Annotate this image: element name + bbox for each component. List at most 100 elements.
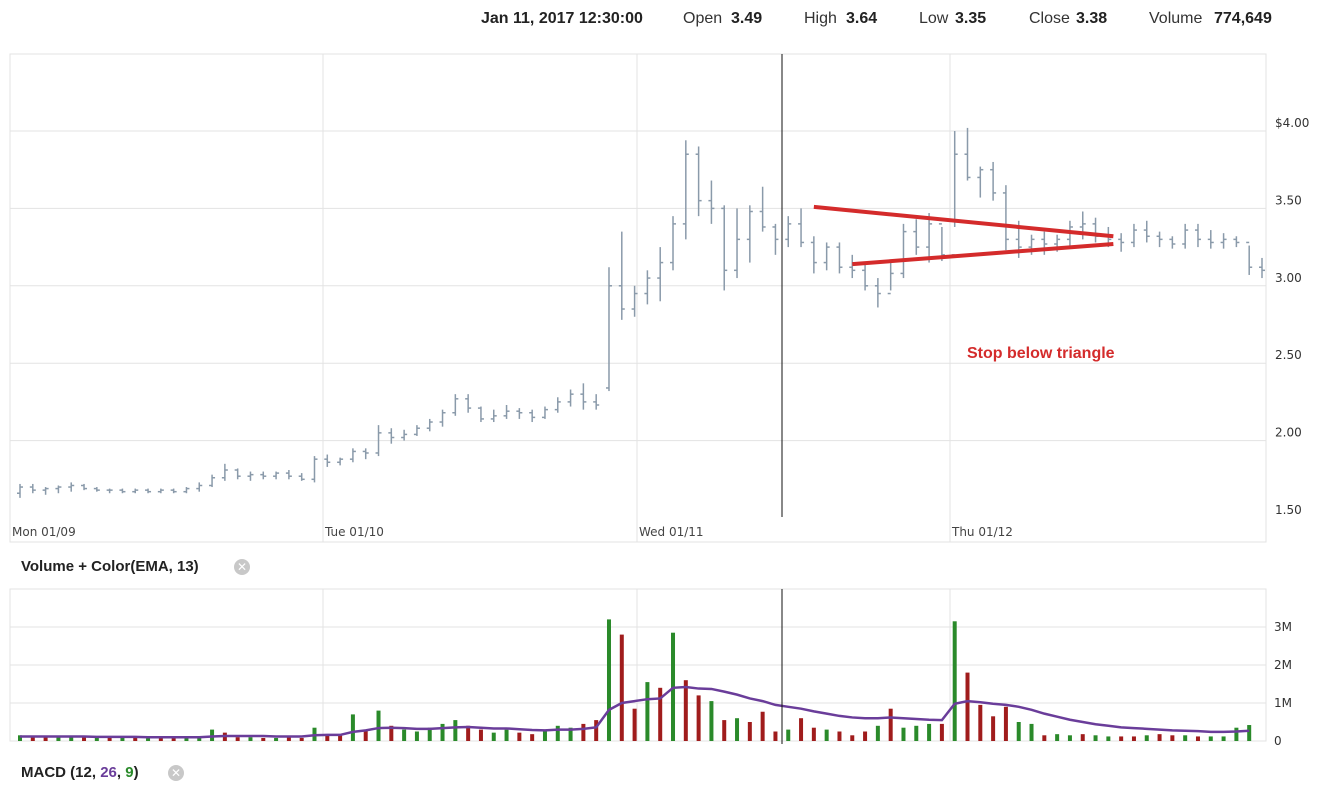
volume-bar	[261, 737, 266, 741]
ohlc-bar	[900, 223, 907, 279]
ohlc-bar	[285, 470, 292, 480]
volume-bar	[1247, 725, 1252, 741]
volume-bar	[914, 725, 919, 741]
ohlc-bar	[670, 216, 677, 271]
ohlc-bar	[17, 483, 23, 498]
volume-bar	[799, 718, 804, 741]
price-tick-label: 2.50	[1275, 348, 1302, 362]
volume-bar	[991, 716, 996, 741]
ohlc-bar	[93, 487, 100, 492]
ohlc-bar	[516, 408, 523, 419]
ohlc-bar	[1220, 233, 1227, 249]
volume-bar	[440, 723, 445, 741]
volume-bar	[760, 711, 765, 741]
volume-bar	[350, 714, 355, 741]
volume-bar	[517, 732, 522, 741]
ohlc-bar	[81, 483, 88, 491]
ohlc-bar	[375, 425, 382, 457]
ohlc-bar	[580, 383, 587, 410]
volume-bar	[1080, 734, 1085, 741]
open-label: Open	[683, 10, 723, 27]
close-volume-panel-icon[interactable]: ✕	[234, 559, 250, 575]
time-tick-label: Tue 01/10	[324, 525, 384, 539]
ohlc-bar	[1169, 236, 1176, 249]
volume-bar	[863, 731, 868, 741]
ohlc-bar	[823, 242, 830, 271]
volume-bar	[645, 682, 650, 741]
price-tick-label: 1.50	[1275, 503, 1302, 517]
triangle-lower-trendline	[852, 242, 1114, 267]
volume-bar	[286, 737, 291, 741]
ohlc-bar	[913, 219, 920, 255]
volume-bar	[939, 723, 944, 741]
volume-bar	[43, 737, 48, 741]
ohlc-bar	[746, 205, 753, 263]
volume-bar	[735, 718, 740, 741]
macd-panel-title: MACD (12, 26, 9)	[21, 764, 139, 781]
volume-bar	[18, 735, 22, 741]
open-value: 3.49	[731, 10, 763, 27]
macd-param-signal: 9	[125, 764, 134, 781]
volume-bar	[901, 727, 906, 741]
ohlc-bars	[17, 127, 1265, 498]
ohlc-bar	[810, 236, 817, 274]
volume-bar	[94, 737, 99, 741]
ohlc-bar	[951, 131, 958, 256]
ohlc-bar	[593, 394, 600, 410]
volume-bar	[965, 672, 970, 741]
ohlc-bar	[990, 161, 997, 201]
ohlc-bar	[644, 270, 651, 305]
high-value: 3.64	[846, 10, 878, 27]
ohlc-bar	[1118, 233, 1125, 252]
volume-bar	[696, 695, 701, 741]
ohlc-bar	[926, 213, 933, 263]
volume-bar	[594, 720, 599, 741]
volume-bar	[69, 735, 74, 741]
volume-bar	[389, 725, 394, 741]
ohlc-bar	[1233, 236, 1240, 248]
price-tick-label: 3.00	[1275, 271, 1302, 285]
ohlc-bar	[798, 208, 805, 248]
ohlc-bar	[132, 488, 139, 494]
volume-bar	[786, 729, 791, 741]
volume-bar	[1055, 734, 1060, 741]
volume-bar	[197, 737, 202, 741]
ohlc-bar	[247, 471, 254, 481]
volume-bar	[427, 727, 432, 741]
ohlc-bar	[298, 473, 305, 481]
ohlc-bar	[503, 404, 510, 419]
ohlc-bar	[1194, 223, 1201, 248]
volume-bars	[18, 619, 1252, 741]
volume-bar	[1029, 723, 1034, 741]
ohlc-bar	[605, 267, 612, 392]
volume-bar	[542, 731, 547, 741]
time-tick-label: Wed 01/11	[639, 525, 704, 539]
macd-separator: ,	[116, 764, 126, 781]
ohlc-bar	[273, 471, 280, 480]
volume-bar	[1016, 722, 1021, 741]
volume-bar	[952, 621, 957, 741]
macd-param-fast: 12	[75, 764, 92, 781]
macd-suffix: )	[133, 764, 139, 781]
ohlc-bar	[1130, 223, 1137, 248]
ohlc-bar	[311, 456, 318, 483]
volume-bar	[837, 731, 842, 741]
ohlc-readout: Jan 11, 2017 12:30:00 Open 3.49 High 3.6…	[0, 10, 1323, 34]
ohlc-bar	[1143, 220, 1150, 243]
close-macd-panel-icon[interactable]: ✕	[168, 765, 184, 781]
volume-bar	[120, 737, 125, 741]
ohlc-bar	[1246, 241, 1253, 275]
ohlc-bar	[349, 448, 356, 463]
volume-bar	[248, 737, 253, 741]
volume-bar	[491, 732, 496, 741]
ohlc-bar	[413, 425, 420, 436]
volume-bar	[568, 727, 573, 741]
ohlc-bar	[426, 418, 433, 432]
triangle-upper-trendline	[813, 204, 1114, 239]
volume-bar	[82, 737, 87, 741]
volume-value: 774,649	[1214, 10, 1272, 27]
triangle-pattern	[813, 204, 1114, 267]
volume-bar	[171, 738, 176, 741]
ohlc-bar	[196, 482, 203, 492]
